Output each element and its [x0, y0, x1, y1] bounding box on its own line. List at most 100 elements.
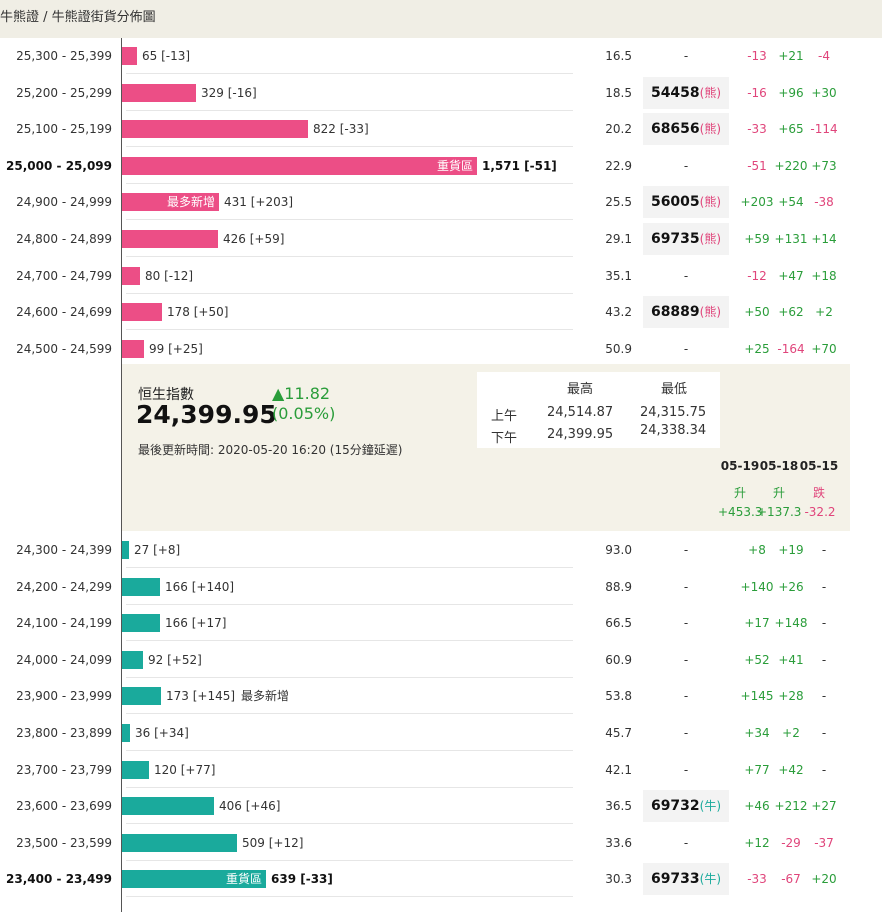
daily-change: +96 [778, 85, 804, 100]
warrant-code: - [643, 605, 729, 641]
bull-bar [122, 760, 149, 779]
warrant-type: (熊) [699, 305, 722, 320]
index-change-points: ▲11.82 [272, 384, 331, 403]
bull-row: 23,700 - 23,799 120 [+77] 42.1 - +77 +42 - [0, 752, 882, 788]
daily-change: -37 [814, 835, 834, 850]
row-divider [126, 859, 573, 861]
bar-tag: 最多新增 [166, 195, 215, 210]
daily-change: -4 [818, 49, 830, 63]
warrant-code: - [643, 715, 729, 751]
pm-low: 24,338.34 [640, 423, 707, 438]
ratio-value: 29.1 [605, 232, 632, 246]
daily-change: +18 [811, 268, 837, 283]
outstanding-count: 36 [+34] [135, 715, 189, 751]
warrant-code-number[interactable]: 54458 [650, 84, 700, 101]
warrant-type: (熊) [699, 122, 722, 137]
bear-row: 25,000 - 25,099 重貨區 1,571 [-51] 22.9 - -51 +22… [0, 148, 882, 184]
daily-change: +148 [774, 616, 808, 631]
bull-bar [122, 650, 143, 669]
count-value: 173 [+145] [166, 689, 236, 704]
count-value: 80 [-12] [145, 268, 194, 283]
strike-range: 24,800 - 24,899 [16, 232, 112, 246]
warrant-code[interactable]: 69732(牛) [643, 790, 729, 823]
bear-bar [122, 303, 162, 322]
am-label: 上午 [491, 409, 518, 424]
daily-change: - [821, 726, 827, 740]
strike-range: 23,700 - 23,799 [16, 762, 112, 777]
warrant-code-number[interactable]: 68656 [650, 121, 700, 138]
index-value: 24,399.95 [136, 400, 277, 429]
count-value: 99 [+25] [149, 341, 203, 356]
bar-tag: 重貨區 [436, 158, 473, 173]
daily-change: - [821, 543, 827, 557]
row-divider [126, 256, 573, 257]
warrant-code-number: - [683, 49, 689, 63]
outstanding-count: 120 [+77] [154, 752, 215, 788]
day-change: +137.3 [757, 505, 802, 519]
chart-axis [121, 38, 122, 912]
ratio-value: 60.9 [605, 652, 632, 667]
warrant-code[interactable]: 69733(牛) [643, 863, 729, 896]
warrant-code[interactable]: 69735(熊) [643, 223, 729, 255]
count-value: 36 [+34] [135, 726, 189, 740]
pm-high: 24,399.95 [547, 427, 614, 442]
strike-range: 25,100 - 25,199 [16, 122, 112, 137]
warrant-code-number[interactable]: 69735 [650, 231, 700, 247]
warrant-code-number[interactable]: 68889 [650, 304, 700, 321]
warrant-code[interactable]: 54458(熊) [643, 76, 729, 109]
count-value: 639 [-33] [271, 872, 333, 887]
bull-bar [122, 614, 160, 633]
warrant-code-number: - [683, 726, 689, 740]
bear-bar [122, 47, 137, 65]
warrant-code-number[interactable]: 69733 [650, 871, 700, 888]
index-change: ▲11.82 (0.05%) [272, 384, 335, 424]
daily-change: +145 [740, 689, 774, 704]
daily-change: +14 [811, 232, 837, 246]
daily-change: +59 [744, 232, 770, 246]
warrant-code: - [643, 148, 729, 184]
index-change-percent: (0.05%) [272, 404, 336, 423]
row-divider [126, 109, 573, 111]
daily-change: +65 [778, 122, 804, 137]
daily-change: +34 [744, 726, 770, 740]
warrant-code: - [643, 258, 729, 294]
warrant-code[interactable]: 56005(熊) [643, 186, 729, 219]
count-value: 120 [+77] [154, 762, 216, 777]
row-divider [126, 182, 573, 184]
ratio-value: 53.8 [605, 689, 632, 704]
warrant-code-number: - [683, 579, 689, 594]
ratio-value: 20.2 [605, 122, 632, 137]
ratio-value: 18.5 [605, 85, 632, 100]
bull-row: 24,300 - 24,399 27 [+8] 93.0 - +8 +19 - [0, 532, 882, 568]
ratio-value: 45.7 [605, 726, 632, 740]
count-value: 426 [+59] [223, 232, 285, 246]
strike-range: 25,300 - 25,399 [16, 49, 112, 63]
daily-change: +26 [778, 579, 804, 594]
warrant-code[interactable]: 68889(熊) [643, 296, 729, 329]
bull-bar [122, 687, 161, 706]
outstanding-count: 99 [+25] [149, 331, 203, 367]
strike-range: 24,000 - 24,099 [16, 652, 112, 667]
breadcrumb-text: 牛熊證 / 牛熊證街貨分佈圖 [0, 10, 156, 25]
am-low: 24,315.75 [640, 405, 707, 420]
bear-row: 24,800 - 24,899 426 [+59] 29.1 69735(熊) +59 +… [0, 221, 882, 257]
bull-row: 24,000 - 24,099 92 [+52] 60.9 - +52 +41 - [0, 642, 882, 678]
warrant-code-number: - [683, 652, 689, 667]
strike-range: 25,000 - 25,099 [6, 158, 112, 173]
day-direction: 升 [733, 486, 746, 500]
outstanding-count: 406 [+46] [219, 788, 280, 824]
outstanding-count: 426 [+59] [223, 221, 284, 257]
bull-bar [122, 541, 129, 559]
count-value: 65 [-13] [142, 49, 191, 63]
pm-label: 下午 [491, 431, 518, 446]
warrant-code-number[interactable]: 56005 [650, 194, 700, 211]
daily-change: +77 [744, 762, 770, 777]
daily-change: -13 [747, 49, 767, 63]
count-value: 1,571 [-51] [482, 158, 557, 173]
outstanding-count: 329 [-16] [201, 75, 257, 111]
warrant-type: (牛) [699, 799, 722, 814]
warrant-code-number[interactable]: 69732 [650, 798, 700, 815]
strike-range: 23,800 - 23,899 [16, 726, 112, 740]
warrant-code[interactable]: 68656(熊) [643, 113, 729, 146]
strike-range: 23,400 - 23,499 [6, 872, 112, 887]
